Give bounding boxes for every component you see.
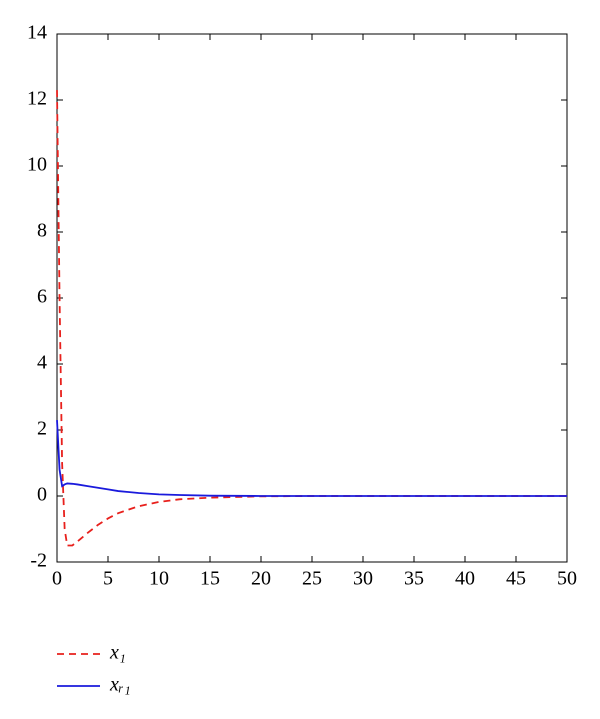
x-tick-label: 10 [149, 568, 169, 590]
series-line [56, 90, 567, 547]
legend-label: x₁ [109, 642, 126, 664]
y-tick-label: 8 [37, 220, 47, 242]
plot-frame [56, 33, 568, 563]
x-tick-label: 40 [455, 568, 475, 590]
x-tick-label: 25 [302, 568, 322, 590]
y-tick-label: 0 [37, 484, 47, 506]
x-tick-label: 0 [52, 568, 62, 590]
y-tick-label: 4 [37, 352, 47, 374]
y-tick-label: 6 [37, 286, 47, 308]
y-tick-label: 14 [27, 22, 47, 44]
x-tick-label: 5 [103, 568, 113, 590]
y-tick-label: 2 [37, 418, 47, 440]
legend-label: xᵣ₁ [109, 674, 131, 696]
series-line [56, 420, 567, 497]
x-tick-label: 50 [557, 568, 577, 590]
x-tick-label: 20 [251, 568, 271, 590]
y-tick-label: 12 [27, 88, 47, 110]
y-tick-label: 10 [27, 154, 47, 176]
x-tick-label: 35 [404, 568, 424, 590]
x-tick-label: 15 [200, 568, 220, 590]
y-tick-label: -2 [30, 550, 47, 572]
x-tick-label: 45 [506, 568, 526, 590]
x-tick-label: 30 [353, 568, 373, 590]
